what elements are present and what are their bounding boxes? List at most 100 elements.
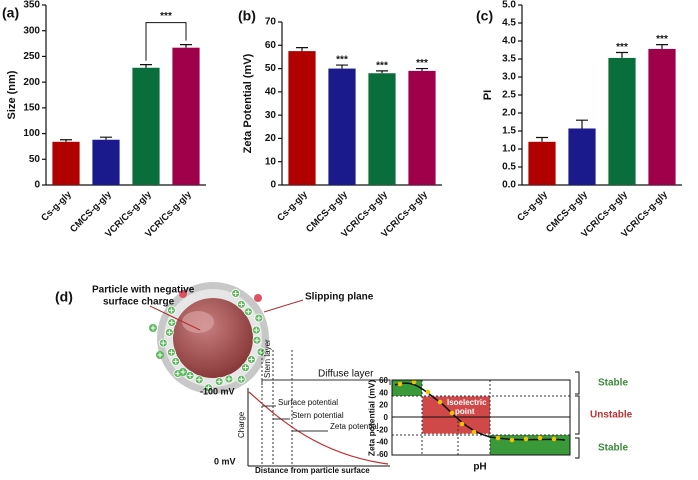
braces xyxy=(575,371,580,459)
label: Surface potential xyxy=(278,398,338,407)
region-label: Unstable xyxy=(590,410,633,421)
tick-label: -20 xyxy=(376,425,388,434)
region-label: Stable xyxy=(598,378,628,389)
plus xyxy=(173,358,179,364)
point xyxy=(509,437,515,443)
label: Diffuse layer xyxy=(318,369,374,380)
tick-label: -60 xyxy=(376,450,388,459)
plus xyxy=(168,349,174,355)
point xyxy=(523,436,529,442)
y-tick-label: 4.5 xyxy=(502,18,516,29)
error-bar xyxy=(576,119,588,129)
charges xyxy=(149,289,266,393)
plus xyxy=(238,376,244,382)
error-bar xyxy=(656,44,668,49)
particle xyxy=(173,298,253,378)
tick-label: 0 xyxy=(384,413,389,422)
point xyxy=(495,435,501,441)
error-bar xyxy=(180,44,192,48)
y-tick-label: 2.5 xyxy=(502,90,516,101)
point xyxy=(397,381,403,387)
y-tick-label: 2.0 xyxy=(502,108,516,119)
x-tick-label: Cs-g-gly xyxy=(515,189,550,224)
point xyxy=(471,429,477,435)
plus xyxy=(253,327,259,333)
pointer xyxy=(149,305,201,331)
ticks: 60 40 20 0 -20 -40 -60 xyxy=(376,376,388,459)
point xyxy=(537,435,543,441)
label: -100 mV xyxy=(200,386,235,396)
bar xyxy=(172,47,200,185)
plus xyxy=(233,290,239,296)
plus xyxy=(166,329,172,335)
panel-label: (b) xyxy=(238,8,256,24)
bar xyxy=(648,48,676,185)
label: Charge xyxy=(237,411,246,438)
bracket xyxy=(145,22,187,61)
panel-label: (a) xyxy=(2,5,19,21)
axis-label: pH xyxy=(473,462,486,473)
plus xyxy=(248,356,254,362)
y-tick-label: 200 xyxy=(23,77,40,88)
y-tick-label: 0.5 xyxy=(502,162,516,173)
label: Zeta potential xyxy=(330,422,379,431)
tick-label: 20 xyxy=(379,401,388,410)
tick-label: -40 xyxy=(376,438,388,447)
x-tick-label: Cs-g-gly xyxy=(275,189,310,224)
plus xyxy=(216,379,222,385)
label: Stern layer xyxy=(263,339,272,378)
y-tick-label: 50 xyxy=(265,63,277,74)
bar xyxy=(608,57,636,185)
y-tick-label: 40 xyxy=(265,86,277,97)
negative-charge xyxy=(179,290,187,298)
bar xyxy=(92,139,120,185)
y-tick-label: 0.0 xyxy=(502,180,516,191)
y-axis-label: Size (nm) xyxy=(6,70,18,119)
tick-label: 60 xyxy=(379,376,388,385)
significance: *** xyxy=(160,11,172,22)
y-tick-label: 70 xyxy=(265,17,277,28)
label: surface charge xyxy=(103,297,175,308)
plus xyxy=(242,365,248,371)
point xyxy=(425,389,431,395)
bar xyxy=(132,67,160,185)
plus xyxy=(226,376,232,382)
points xyxy=(397,379,557,443)
y-tick-label: 20 xyxy=(265,133,277,144)
error-bar xyxy=(336,64,348,69)
region-label: Stable xyxy=(598,443,628,454)
y-tick-label: 5.0 xyxy=(502,0,516,11)
stable-zone xyxy=(392,380,422,396)
label: point xyxy=(455,407,475,416)
bar xyxy=(368,73,396,185)
bar xyxy=(52,141,80,185)
error-bar xyxy=(616,51,628,58)
y-tick-label: 10 xyxy=(265,156,277,167)
y-axis-label: Zeta Potential (mV) xyxy=(242,53,254,153)
plus xyxy=(245,309,251,315)
significance: *** xyxy=(336,55,348,66)
plus xyxy=(238,301,244,307)
error-bar xyxy=(376,70,388,74)
panel-label: (d) xyxy=(55,289,73,305)
y-tick-label: 4.0 xyxy=(502,36,516,47)
unstable-zone xyxy=(422,396,490,434)
plus xyxy=(196,377,202,383)
label: Distance from particle surface xyxy=(255,466,370,475)
label: Isoelectric xyxy=(447,398,487,407)
y-tick-label: 0 xyxy=(34,180,40,191)
label: Stern potential xyxy=(292,411,344,420)
label: Slipping plane xyxy=(305,292,374,303)
pointer xyxy=(263,299,304,313)
plus xyxy=(254,337,260,343)
diagram: (d) Particle with negative surface charg… xyxy=(55,282,633,475)
error-bar xyxy=(536,136,548,142)
y-tick-label: 250 xyxy=(23,51,40,62)
y-tick-label: 3.0 xyxy=(502,72,516,83)
y-tick-label: 3.5 xyxy=(502,54,516,65)
bar xyxy=(288,51,316,185)
plus xyxy=(206,385,212,391)
y-tick-label: 300 xyxy=(23,25,40,36)
plus xyxy=(157,352,163,358)
